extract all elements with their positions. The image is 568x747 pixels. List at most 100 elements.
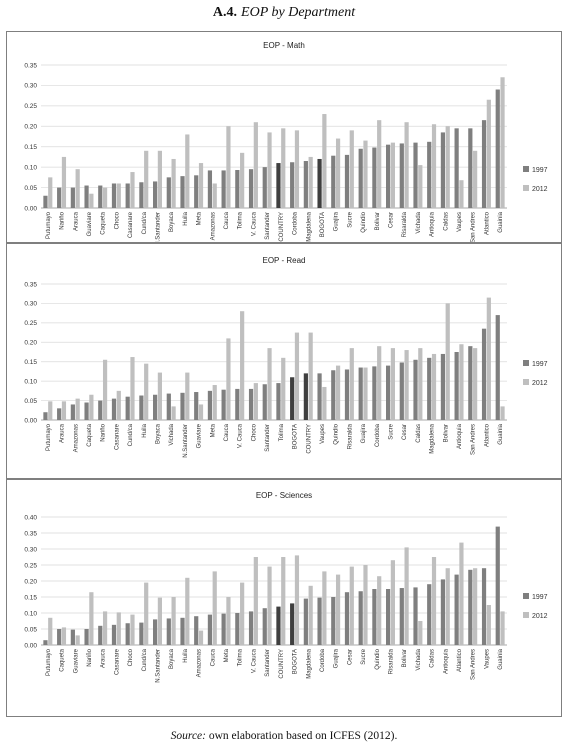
bar-1997 (454, 352, 459, 420)
bar-2012 (212, 385, 217, 420)
bar-1997 (481, 328, 487, 420)
bar-2012 (335, 365, 341, 420)
x-tick-label: V. Cauca (251, 211, 257, 236)
x-tick-label: Nariño (87, 648, 93, 666)
bar-2012 (198, 630, 204, 645)
bar-1997 (194, 392, 199, 420)
y-tick-label: 0.15 (24, 144, 37, 151)
y-tick-label: 0.20 (24, 340, 37, 347)
y-tick-label: 0.00 (24, 642, 37, 649)
bar-2012 (89, 193, 94, 208)
bar-1997 (166, 393, 171, 420)
y-tick-label: 0.10 (24, 164, 37, 171)
bar-1997 (111, 183, 117, 208)
x-tick-label: Huila (183, 648, 189, 662)
x-tick-label: Cordoba (293, 211, 299, 235)
bar-1997 (427, 141, 432, 208)
x-tick-label: Cordoba (375, 423, 381, 447)
bar-1997 (468, 128, 473, 208)
chart-math: EOP - Math 0.00 0.05 0.10 0.15 0.20 0.25 0.30 0.… (24, 41, 547, 242)
x-tick-label: Tolima (279, 423, 285, 441)
bar-2012 (130, 614, 135, 645)
chart-panel-read: EOP - Read 0.00 0.05 0.10 0.15 0.20 0.25 0.30 0.… (6, 243, 562, 479)
bar-1997 (495, 89, 500, 208)
x-tick-label: BOGOTA (293, 649, 299, 674)
x-tick-label: Risaralda (389, 648, 395, 674)
bar-1997 (290, 603, 295, 645)
bar-1997 (57, 408, 62, 420)
x-tick-label: Amazonas (197, 649, 203, 677)
bar-1997 (262, 608, 267, 645)
bar-2012 (144, 150, 149, 208)
bar-1997 (468, 569, 473, 645)
x-tick-label: Atlantico (484, 423, 490, 447)
x-tick-label: Antioquia (430, 211, 436, 237)
y-tick-label: 0.15 (24, 594, 37, 601)
bar-1997 (399, 362, 404, 420)
y-tick-label: 0.05 (24, 398, 37, 405)
bar-1997 (290, 162, 295, 208)
bar-2012 (377, 576, 382, 645)
x-tick-label: COUNTRY (306, 424, 312, 454)
x-tick-label: Santander (265, 649, 271, 677)
x-tick-label: Meta (224, 648, 230, 662)
bar-2012 (445, 126, 450, 208)
x-tick-label: N.Santander (183, 424, 189, 458)
bar-2012 (144, 363, 149, 420)
bar-1997 (427, 584, 432, 645)
bar-2012 (267, 566, 272, 645)
x-tick-label: Huila (183, 211, 189, 225)
bar-1997 (153, 181, 158, 208)
bar-1997 (290, 377, 295, 420)
bar-2012 (212, 571, 217, 645)
x-tick-label: Magdalena (306, 211, 312, 241)
bar-1997 (235, 388, 240, 420)
x-tick-label: Arauca (101, 648, 107, 668)
legend-label: 1997 (532, 594, 548, 601)
x-tick-label: Quindio (375, 648, 381, 669)
x-tick-label: Antioquia (457, 423, 463, 449)
y-tick-label: 0.10 (24, 378, 37, 385)
bar-2012 (500, 406, 505, 420)
bar-1997 (276, 163, 281, 208)
x-tick-label: Cesar (402, 424, 408, 440)
bar-2012 (89, 394, 94, 420)
bar-2012 (48, 617, 53, 645)
chart-title: EOP - Sciences (256, 491, 312, 500)
bar-2012 (89, 592, 94, 645)
bar-2012 (335, 574, 341, 645)
bar-2012 (102, 611, 108, 645)
bar-1997 (303, 373, 308, 420)
bar-2012 (473, 348, 478, 420)
bar-2012 (390, 560, 395, 645)
y-tick-label: 0.25 (24, 103, 37, 110)
figure-title: A.4. EOP by Department (0, 5, 568, 21)
bar-1997 (262, 384, 267, 420)
y-tick-label: 0.25 (24, 562, 37, 569)
bar-2012 (418, 348, 423, 420)
x-tick-label: Cund/ca (142, 648, 148, 671)
bar-2012 (294, 130, 300, 208)
bar-1997 (440, 353, 446, 420)
bar-1997 (70, 404, 75, 420)
y-tick-label: 0.10 (24, 610, 37, 617)
x-tick-label: Nariño (60, 211, 66, 229)
bar-2012 (418, 165, 423, 208)
bar-2012 (390, 348, 395, 420)
bar-2012 (322, 571, 327, 645)
figure-title-text: EOP by Department (241, 5, 356, 20)
bar-1997 (262, 167, 267, 208)
bar-1997 (495, 526, 500, 645)
x-tick-label: V. Cauca (238, 423, 244, 448)
bar-2012 (473, 568, 478, 645)
x-tick-label: Guaviare (73, 648, 79, 673)
x-tick-label: Arauca (73, 211, 79, 231)
x-tick-label: Vaupes (484, 649, 490, 669)
x-tick-label: Tolima (238, 211, 244, 229)
x-tick-label: Choco (114, 211, 120, 229)
x-tick-label: COUNTRY (279, 212, 285, 242)
x-tick-label: Magdalena (306, 648, 312, 678)
bar-1997 (57, 187, 62, 208)
bar-1997 (344, 154, 350, 208)
bar-2012 (377, 120, 382, 208)
